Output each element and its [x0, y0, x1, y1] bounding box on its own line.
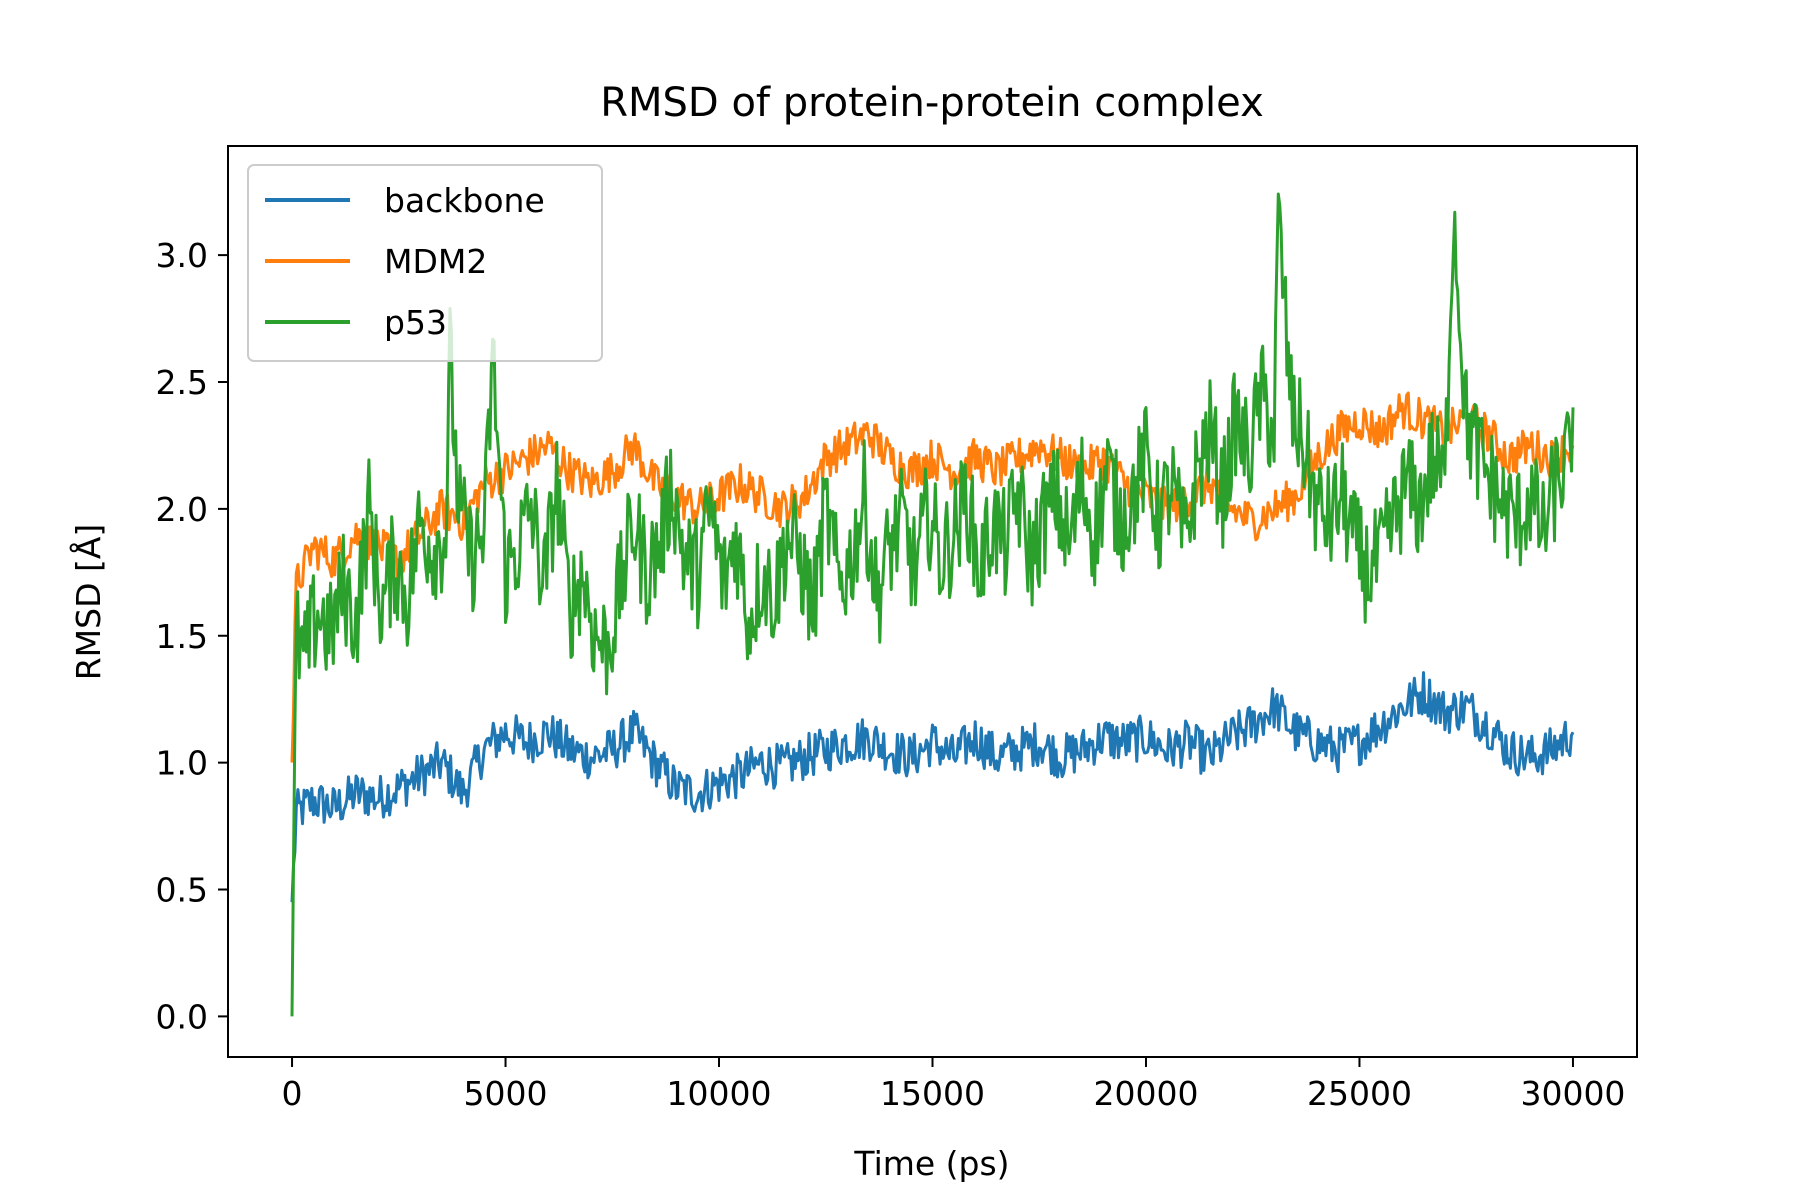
y-axis-label: RMSD [Å] [68, 524, 108, 681]
y-tick-label: 2.0 [156, 490, 208, 529]
x-axis: 0 5000 10000 15000 20000 25000 30000 [282, 1057, 1625, 1113]
y-axis: 0.0 0.5 1.0 1.5 2.0 2.5 3.0 [156, 236, 228, 1036]
legend: backbone MDM2 p53 [247, 164, 603, 362]
series-layer [290, 192, 1575, 1017]
x-tick-label: 5000 [464, 1074, 548, 1113]
x-axis-label: Time (ps) [853, 1144, 1009, 1183]
legend-label-backbone: backbone [384, 181, 545, 220]
x-tick-label: 0 [282, 1074, 303, 1113]
x-tick-label: 25000 [1307, 1074, 1412, 1113]
y-tick-label: 2.5 [156, 363, 208, 402]
legend-label-p53: p53 [384, 303, 447, 342]
series-line-mdm2 [290, 391, 1575, 763]
legend-box [247, 164, 603, 362]
chart-title: RMSD of protein-protein complex [600, 80, 1264, 126]
x-tick-label: 10000 [667, 1074, 772, 1113]
x-tick-label: 15000 [880, 1074, 985, 1113]
y-tick-label: 1.5 [156, 617, 208, 656]
series-line-backbone [290, 671, 1575, 903]
series-line-p53 [290, 192, 1575, 1017]
x-tick-label: 30000 [1520, 1074, 1625, 1113]
y-tick-label: 0.5 [156, 871, 208, 910]
y-tick-label: 0.0 [156, 997, 208, 1036]
x-tick-label: 20000 [1093, 1074, 1198, 1113]
y-tick-label: 3.0 [156, 236, 208, 275]
legend-label-mdm2: MDM2 [384, 242, 487, 281]
y-tick-label: 1.0 [156, 744, 208, 783]
